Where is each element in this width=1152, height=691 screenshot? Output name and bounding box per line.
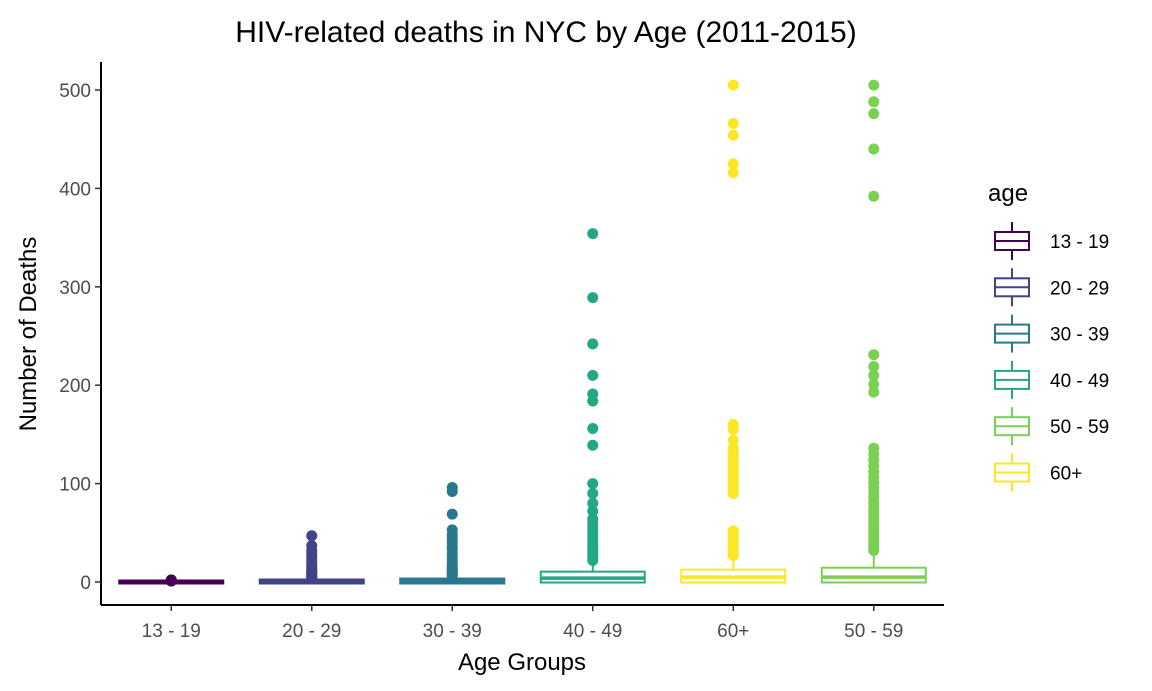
outlier-point	[868, 79, 880, 91]
y-tick-label: 0	[80, 573, 91, 594]
outlier-point	[727, 158, 739, 170]
outlier-point	[587, 388, 599, 400]
legend-label: 40 - 49	[1050, 371, 1109, 392]
legend-label: 50 - 59	[1050, 417, 1109, 438]
legend: age 13 - 19 20 - 29 30 - 39 40 - 49 50 - 59 6…	[988, 180, 1109, 492]
outlier-point	[727, 525, 739, 537]
x-tick-label: 40 - 49	[563, 621, 622, 642]
y-tick-label: 200	[59, 376, 91, 397]
plot-area: 0 100 200 300 400 500 13 - 19 20 - 29 30 - 39 40 …	[59, 62, 944, 642]
outlier-point	[587, 292, 599, 304]
outlier-point	[587, 369, 599, 381]
outlier-point	[587, 505, 599, 517]
outlier-point	[868, 378, 880, 390]
x-axis-title: Age Groups	[458, 649, 586, 676]
outlier-point	[446, 508, 458, 520]
outlier-point	[446, 524, 458, 536]
legend-item: 30 - 39	[994, 314, 1109, 353]
outlier-point	[587, 422, 599, 434]
y-tick-label: 500	[59, 81, 91, 102]
outlier-point	[306, 530, 318, 542]
y-axis-title: Number of Deaths	[15, 237, 42, 432]
legend-label: 60+	[1050, 464, 1082, 485]
legend-item: 20 - 29	[994, 268, 1109, 307]
x-tick-label: 30 - 39	[423, 621, 482, 642]
outlier-point	[587, 478, 599, 490]
box-60plus	[680, 79, 787, 584]
outlier-point	[868, 143, 880, 155]
outlier-point	[727, 167, 739, 179]
box-40-49	[539, 228, 646, 584]
outlier-point	[868, 96, 880, 108]
outlier-point	[587, 513, 599, 525]
outlier-point	[587, 228, 599, 240]
outlier-point	[587, 487, 599, 499]
legend-item: 40 - 49	[994, 360, 1109, 399]
chart-title: HIV-related deaths in NYC by Age (2011-2…	[235, 16, 856, 49]
box-20-29	[258, 530, 365, 585]
x-tick-label: 20 - 29	[282, 621, 341, 642]
outlier-point	[868, 349, 880, 361]
outlier-point	[446, 482, 458, 494]
x-tick-label: 60+	[717, 621, 749, 642]
legend-title: age	[988, 180, 1028, 207]
outlier-point	[587, 338, 599, 350]
outlier-point	[727, 434, 739, 446]
y-tick-label: 100	[59, 475, 91, 496]
outlier-point	[868, 108, 880, 120]
legend-item: 13 - 19	[994, 222, 1109, 260]
outlier-point	[306, 540, 318, 552]
box-30-39	[399, 482, 506, 585]
legend-label: 30 - 39	[1050, 325, 1109, 346]
legend-item: 60+	[994, 453, 1082, 492]
outlier-point	[868, 361, 880, 373]
outlier-point	[587, 439, 599, 451]
box-body	[820, 566, 927, 584]
outlier-point	[868, 369, 880, 381]
outlier-point	[868, 442, 880, 454]
legend-item: 50 - 59	[994, 407, 1109, 446]
box-13-19	[118, 574, 225, 587]
outlier-point	[727, 79, 739, 91]
x-tick-label: 13 - 19	[142, 621, 201, 642]
outlier-point	[727, 442, 739, 454]
outlier-point	[868, 190, 880, 202]
outlier-point	[868, 386, 880, 398]
y-tick-label: 300	[59, 278, 91, 299]
legend-label: 13 - 19	[1050, 232, 1109, 253]
outlier-point	[727, 129, 739, 141]
outlier-point	[727, 117, 739, 129]
legend-label: 20 - 29	[1050, 278, 1109, 299]
outlier-point	[727, 419, 739, 431]
outlier-point	[587, 497, 599, 509]
y-tick-label: 400	[59, 179, 91, 200]
box-50-59	[820, 79, 927, 584]
x-tick-label: 50 - 59	[844, 621, 903, 642]
outlier-point	[165, 574, 177, 586]
